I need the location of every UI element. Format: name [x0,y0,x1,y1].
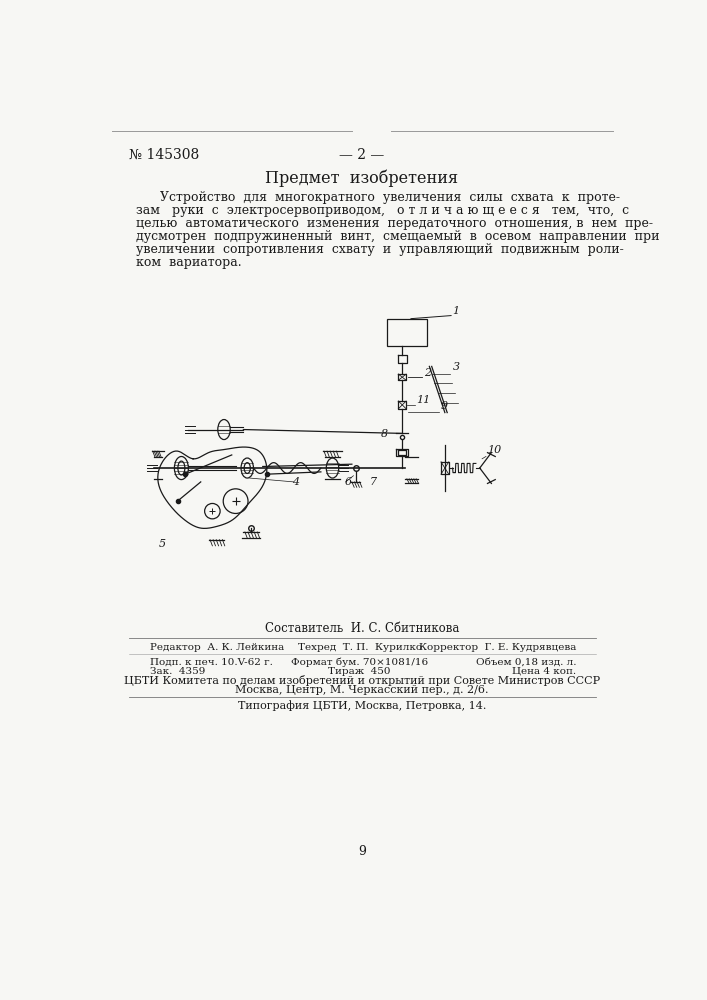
Text: Объем 0,18 изд. л.: Объем 0,18 изд. л. [476,658,577,667]
Text: увеличении  сопротивления  схвату  и  управляющий  подвижным  роли-: увеличении сопротивления схвату и управл… [136,243,624,256]
Text: ЦБТИ Комитета по делам изобретений и открытий при Совете Министров СССР: ЦБТИ Комитета по делам изобретений и отк… [124,675,600,686]
Text: 1: 1 [452,306,460,316]
Text: Корректор  Г. Е. Кудрявцева: Корректор Г. Е. Кудрявцева [419,643,577,652]
Text: 4: 4 [293,477,300,487]
Text: 11: 11 [416,395,431,405]
Text: Формат бум. 70×1081/16: Формат бум. 70×1081/16 [291,657,428,667]
Text: 10: 10 [488,445,502,455]
Text: 9: 9 [441,401,448,411]
Text: Составитель  И. С. Сбитникова: Составитель И. С. Сбитникова [264,622,459,635]
Text: 8: 8 [381,429,388,439]
Text: зам   руки  с  электросервоприводом,   о т л и ч а ю щ е е с я   тем,  что,  с: зам руки с электросервоприводом, о т л и… [136,204,629,217]
Text: 7: 7 [370,477,377,487]
Text: Москва, Центр, М. Черкасский пер., д. 2/6.: Москва, Центр, М. Черкасский пер., д. 2/… [235,685,489,695]
Text: дусмотрен  подпружиненный  винт,  смещаемый  в  осевом  направлении  при: дусмотрен подпружиненный винт, смещаемый… [136,230,660,243]
Text: 2: 2 [424,368,431,378]
Text: 9: 9 [358,845,366,858]
Text: — 2 —: — 2 — [339,148,385,162]
Text: № 145308: № 145308 [129,148,199,162]
Text: Редактор  А. К. Лейкина: Редактор А. К. Лейкина [151,643,285,652]
Text: Техред  Т. П.  Курилко: Техред Т. П. Курилко [298,643,421,652]
Bar [387,319,427,346]
Text: 3: 3 [452,362,460,372]
Text: Устройство  для  многократного  увеличения  силы  схвата  к  проте-: Устройство для многократного увеличения … [136,190,621,204]
Text: 5: 5 [158,539,165,549]
Text: Зак.  4359: Зак. 4359 [151,667,206,676]
Text: ком  вариатора.: ком вариатора. [136,256,242,269]
Text: Тираж  450: Тираж 450 [328,667,391,676]
Text: Цена 4 коп.: Цена 4 коп. [513,667,577,676]
Text: Типография ЦБТИ, Москва, Петровка, 14.: Типография ЦБТИ, Москва, Петровка, 14. [238,701,486,711]
Text: 6: 6 [344,477,351,487]
Text: целью  автоматического  изменения  передаточного  отношения, в  нем  пре-: целью автоматического изменения передато… [136,217,653,230]
Text: Предмет  изобретения: Предмет изобретения [265,170,459,187]
Text: Подп. к печ. 10.V-62 г.: Подп. к печ. 10.V-62 г. [151,658,273,667]
